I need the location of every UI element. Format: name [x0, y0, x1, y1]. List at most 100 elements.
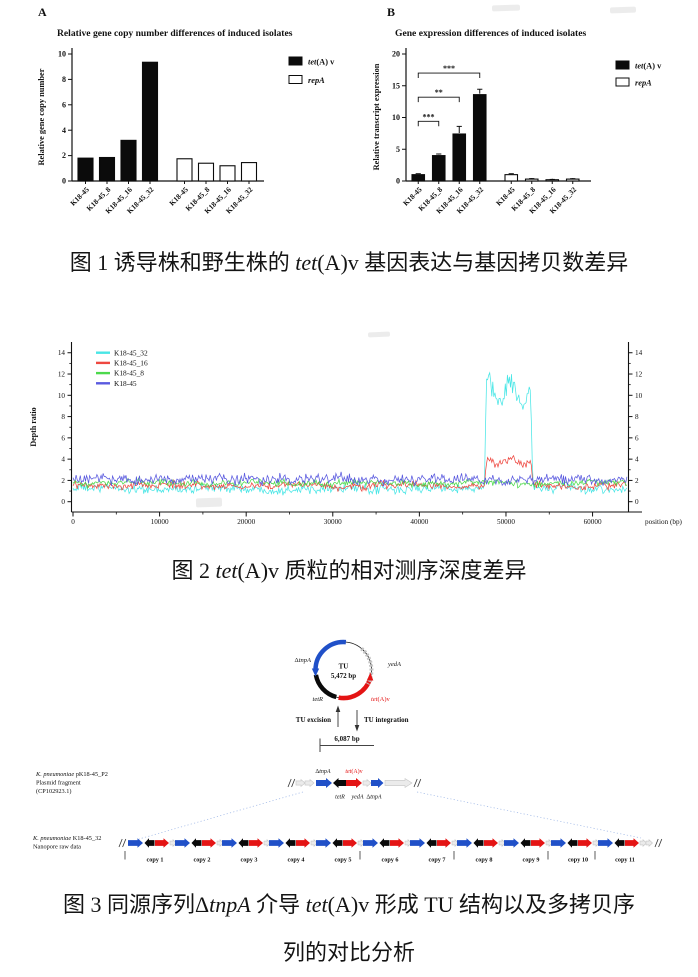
bar-K18-45_32 [240, 162, 258, 182]
y-tick-label: 2 [61, 477, 65, 485]
gene-label-tetr: tetR [313, 696, 323, 703]
panel-letter: A [38, 5, 47, 19]
bar-K18-45 [77, 157, 94, 182]
dtnpa-arrow [222, 838, 237, 848]
tetav-arrow [531, 838, 545, 848]
tetr-arrow [238, 838, 249, 848]
y-tick-label: 14 [58, 349, 66, 357]
figure1-panel-a-bar-chart: A Relative gene copy number differences o… [37, 5, 335, 216]
sequence-break [658, 838, 663, 848]
bar-K18-45_8 [98, 156, 116, 182]
y-tick-label: 5 [396, 145, 400, 154]
legend-swatch [288, 75, 303, 84]
bar-K18-45_8 [524, 178, 539, 182]
fragment-host-line: K. pneumoniae pK18-45_P2 [35, 771, 108, 778]
figure2-depth-line-chart: 0 0 2 2 4 4 6 6 8 8 10 10 12 12 14 14 0 10000 20000 30000 40… [29, 342, 683, 526]
series-line-K18-45_16 [72, 454, 628, 493]
y-tick-label: 12 [58, 371, 66, 379]
tetav-arrow [390, 838, 404, 848]
yeda-arrow [451, 839, 459, 847]
flanking-gene-arrow [295, 778, 306, 788]
legend-label: K18-45_16 [114, 359, 148, 368]
figure3-caption-line1: 图 3 同源序列ΔtnpA 介导 tet(A)v 形成 TU 结构以及多拷贝序 [62, 892, 636, 917]
fragment-label-tetav: tet(A)v [345, 768, 362, 775]
dtnpa-arrow [598, 838, 613, 848]
copy-label: copy 4 [287, 857, 304, 864]
y-tick-label: 4 [62, 126, 66, 135]
bar-K18-45 [411, 174, 426, 182]
fragment-label-yeda: yedA [351, 795, 364, 801]
gene-label-yeda: yedA [387, 661, 401, 668]
tu-arc-yeda [360, 647, 374, 685]
bar-K18-45_16 [452, 133, 467, 182]
tetr-arrow [333, 778, 346, 788]
y-tick-label: 2 [635, 477, 639, 485]
bar-K18-45_8 [197, 162, 215, 182]
y-tick-label: 4 [61, 456, 65, 464]
y-tick-label: 8 [61, 413, 65, 421]
figure3-caption-line2: 列的对比分析 [282, 940, 415, 965]
figure2-caption: 图 2 tet(A)v 质粒的相对测序深度差异 [171, 558, 527, 583]
yeda-arrow [592, 839, 600, 847]
tetr-arrow [379, 838, 390, 848]
tetr-arrow [285, 838, 296, 848]
dtnpa-arrow [363, 838, 378, 848]
x-tick-label: 50000 [497, 518, 515, 526]
sequence-break [417, 778, 422, 788]
yeda-arrow [404, 839, 412, 847]
x-tick-label: 20000 [237, 518, 255, 526]
tu-arc-arrowhead [311, 668, 320, 677]
y-axis-label: Depth ratio [29, 407, 38, 446]
copy-label: copy 7 [428, 857, 445, 864]
legend-swatch [288, 56, 303, 66]
tu-arc-dtnpa [313, 639, 347, 671]
x-tick-label: 40000 [410, 518, 428, 526]
bar-K18-45 [504, 174, 519, 182]
y-axis-label: Relative transcript expression [372, 63, 381, 170]
tu-size: 5,472 bp [331, 672, 356, 680]
tu-excision-label: TU excision [296, 716, 331, 724]
copy-label: copy 11 [615, 857, 635, 864]
yeda-arrow [545, 839, 553, 847]
x-tick-label: 10000 [151, 518, 169, 526]
tetav-arrow [346, 778, 362, 788]
copy-label: copy 9 [522, 857, 539, 864]
significance-label: *** [423, 112, 435, 121]
sequence-break [654, 838, 659, 848]
fragment-label-dtnpa: ΔtnpA [315, 769, 331, 775]
legend-label: tet(A) v [635, 62, 662, 71]
legend-label: K18-45_8 [114, 369, 144, 378]
tetav-arrow [484, 838, 498, 848]
excision-arrowhead [335, 705, 341, 712]
y-tick-label: 15 [392, 81, 400, 90]
bar-K18-45_16 [545, 179, 560, 182]
y-tick-label: 6 [62, 100, 66, 109]
tu-integration-label: TU integration [364, 716, 409, 724]
series-line-K18-45 [72, 471, 628, 487]
bar-K18-45_32 [141, 61, 159, 182]
x-tick-label: 0 [71, 518, 75, 526]
gene-label-tetav: tet(A)v [371, 696, 391, 703]
fragment-label-tetr: tetR [335, 795, 345, 801]
legend-swatch [615, 77, 630, 87]
tetr-arrow [473, 838, 484, 848]
y-tick-label: 12 [635, 371, 643, 379]
sequence-break [122, 838, 127, 848]
figure1-caption: 图 1 诱导株和野生株的 tet(A)v 基因表达与基因拷贝数差异 [69, 250, 629, 275]
flanking-gene-arrow [304, 778, 315, 788]
yeda-arrow [169, 839, 177, 847]
yeda-arrow [498, 839, 506, 847]
tetav-arrow [625, 838, 639, 848]
x-tick-label: 60000 [584, 518, 602, 526]
y-tick-label: 8 [62, 75, 66, 84]
yeda-arrow [362, 778, 372, 788]
tetav-arrow [202, 838, 216, 848]
legend-label: repA [308, 76, 325, 85]
copy-label: copy 3 [240, 857, 257, 864]
dtnpa-arrow [504, 838, 519, 848]
y-tick-label: 0 [62, 177, 66, 186]
tetr-arrow [520, 838, 531, 848]
tetav-arrow [249, 838, 263, 848]
